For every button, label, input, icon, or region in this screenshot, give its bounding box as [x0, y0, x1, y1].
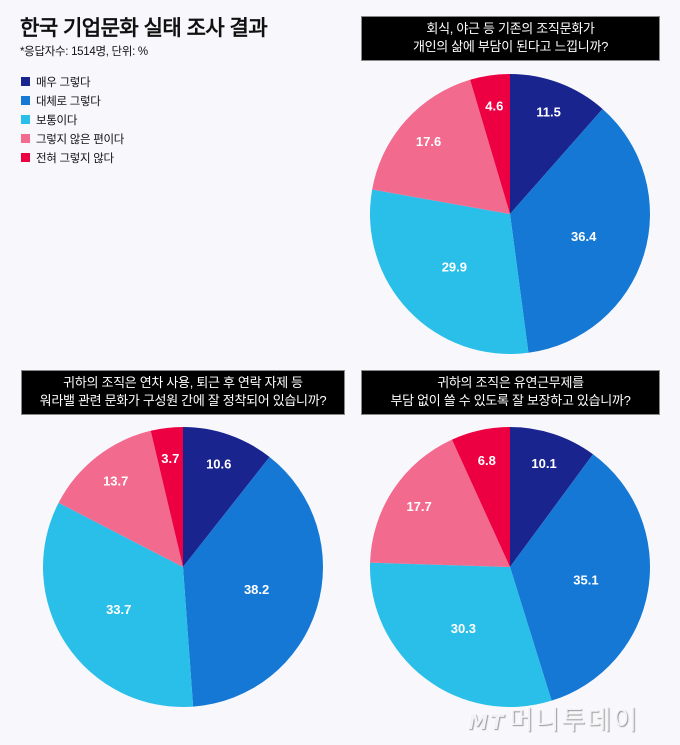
- legend-label: 보통이다: [36, 114, 78, 127]
- question-3-line-1: 귀하의 조직은 유연근무제를: [437, 375, 584, 390]
- question-1-line-1: 회식, 야근 등 기존의 조직문화가: [426, 21, 595, 36]
- pie-slice-mostly-no: [370, 439, 510, 567]
- pie-slice-very-yes: [510, 427, 593, 567]
- pie-slice-mostly-yes: [183, 456, 323, 707]
- legend-label: 대체로 그렇다: [36, 95, 101, 108]
- pie-chart-3: 10.1 35.1 30.3 17.7 6.8: [370, 427, 650, 707]
- legend-item-mostly-no: 그렇지 않은 편이다: [21, 129, 124, 148]
- pie-slice-not-at-all: [451, 427, 510, 567]
- pie-slice-label: 10.6: [206, 456, 231, 471]
- legend-swatch-navy: [21, 77, 30, 86]
- legend-label: 그렇지 않은 편이다: [36, 133, 125, 146]
- pie-slice-neutral: [370, 562, 552, 707]
- pie-slice-label: 29.9: [442, 260, 467, 275]
- pie-slice-not-at-all: [150, 427, 183, 567]
- page-title: 한국 기업문화 실태 조사 결과: [20, 17, 268, 40]
- legend-swatch-pink: [21, 134, 30, 143]
- pie-slice-label: 4.6: [485, 98, 503, 113]
- pie-slice-label: 3.7: [161, 451, 179, 466]
- legend-label: 매우 그렇다: [36, 76, 91, 89]
- mt-logo-icon: MT: [468, 710, 506, 734]
- survey-note: *응답자수: 1514명, 단위: %: [20, 46, 148, 58]
- pie-slice-label: 36.4: [571, 229, 597, 244]
- pie-slice-label: 13.7: [103, 473, 128, 488]
- pie-slice-label: 30.3: [451, 621, 476, 636]
- legend-label: 전혀 그렇지 않다: [36, 152, 114, 165]
- question-box-3: 귀하의 조직은 유연근무제를 부담 없이 쓸 수 있도록 잘 보장하고 있습니까…: [361, 370, 660, 415]
- question-3-line-2: 부담 없이 쓸 수 있도록 잘 보장하고 있습니까?: [390, 393, 631, 408]
- legend-swatch-blue: [21, 96, 30, 105]
- pie-slice-label: 10.1: [531, 456, 556, 471]
- pie-slice-mostly-yes: [510, 108, 650, 353]
- pie-slice-label: 6.8: [478, 453, 496, 468]
- pie-chart-2: 10.6 38.2 33.7 13.7 3.7: [43, 427, 323, 707]
- legend: 매우 그렇다 대체로 그렇다 보통이다 그렇지 않은 편이다 전혀 그렇지 않다: [21, 72, 124, 167]
- pie-slice-mostly-yes: [510, 454, 650, 701]
- legend-item-neutral: 보통이다: [21, 110, 124, 129]
- watermark-text: 머니투데이: [509, 706, 640, 736]
- pie-slice-label: 35.1: [573, 572, 598, 587]
- legend-item-not-at-all: 전혀 그렇지 않다: [21, 148, 124, 167]
- pie-slice-label: 17.7: [406, 499, 431, 514]
- pie-slice-neutral: [370, 189, 529, 355]
- question-2-line-1: 귀하의 조직은 연차 사용, 퇴근 후 연락 자제 등: [63, 375, 303, 390]
- legend-swatch-cyan: [21, 115, 30, 124]
- pie-slice-very-yes: [183, 427, 270, 567]
- question-1-line-2: 개인의 삶에 부담이 된다고 느낍니까?: [412, 39, 609, 54]
- pie-slice-label: 11.5: [536, 104, 561, 119]
- pie-slice-not-at-all: [470, 74, 510, 214]
- pie-slice-label: 33.7: [106, 602, 131, 617]
- pie-slice-mostly-no: [372, 79, 510, 214]
- pie-slice-neutral: [43, 502, 194, 707]
- pie-slice-very-yes: [510, 74, 603, 214]
- question-box-2: 귀하의 조직은 연차 사용, 퇴근 후 연락 자제 등 워라밸 관련 문화가 구…: [21, 370, 345, 415]
- question-2-line-2: 워라밸 관련 문화가 구성원 간에 잘 정착되어 있습니까?: [39, 393, 327, 408]
- legend-item-mostly-yes: 대체로 그렇다: [21, 91, 124, 110]
- question-box-1: 회식, 야근 등 기존의 조직문화가 개인의 삶에 부담이 된다고 느낍니까?: [361, 16, 660, 61]
- legend-swatch-red: [21, 153, 30, 162]
- pie-chart-1: 11.5 36.4 29.9 17.6 4.6: [370, 74, 650, 355]
- watermark-logo: MT 머니투데이: [468, 700, 639, 737]
- pie-slice-label: 38.2: [244, 582, 269, 597]
- pie-slice-mostly-no: [58, 430, 183, 567]
- pie-slice-label: 17.6: [416, 134, 441, 149]
- legend-item-very-yes: 매우 그렇다: [21, 72, 124, 91]
